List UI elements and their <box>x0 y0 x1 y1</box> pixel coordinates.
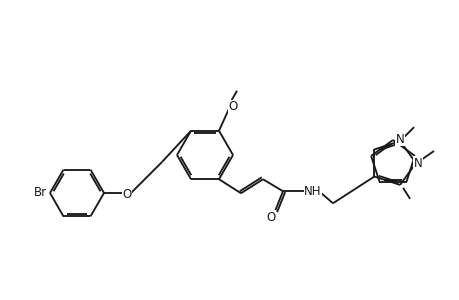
Text: O: O <box>122 188 131 200</box>
Text: O: O <box>228 100 237 113</box>
Text: NH: NH <box>303 185 321 198</box>
Text: O: O <box>266 211 275 224</box>
Text: Br: Br <box>34 187 47 200</box>
Text: N: N <box>395 133 403 146</box>
Text: N: N <box>413 157 421 169</box>
